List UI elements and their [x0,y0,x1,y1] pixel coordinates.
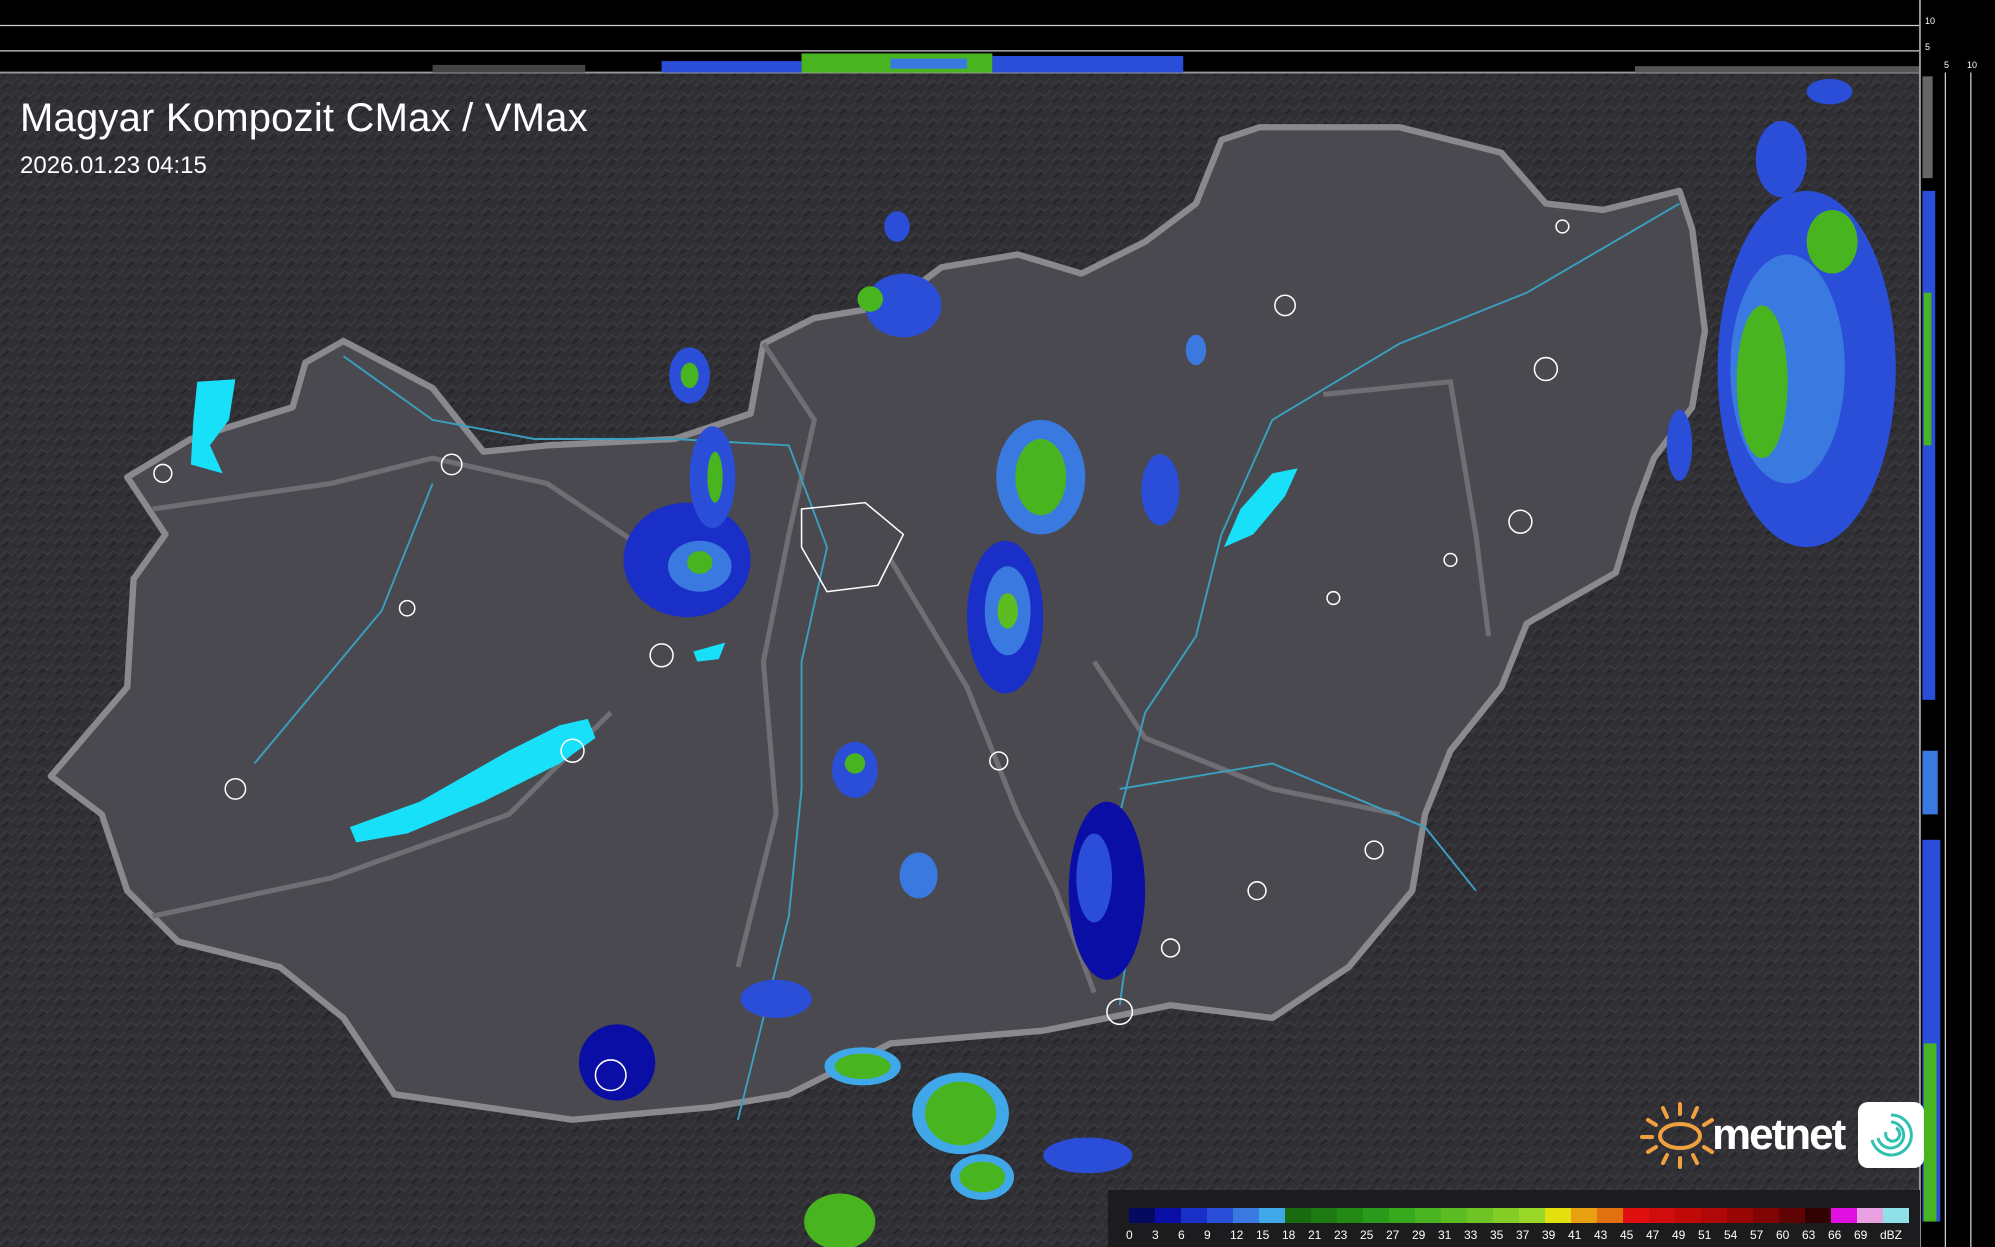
profile-right-echoes [1922,76,1941,1222]
legend-unit: dBZ [1880,1228,1903,1242]
legend-color-swatch [1155,1208,1181,1223]
legend-label: 9 [1204,1228,1211,1242]
profile-axis-label: 10 [1967,60,1978,70]
legend-label: 0 [1126,1228,1133,1242]
legend-color-swatch [1623,1208,1649,1223]
legend-label: 18 [1282,1228,1296,1242]
legend-label: 41 [1568,1228,1582,1242]
logo-text: metnet [1712,1110,1846,1159]
legend-label: 63 [1802,1228,1816,1242]
legend-color-swatch [1883,1208,1909,1223]
spiral-app-icon [1858,1102,1925,1168]
legend-color-swatch [1779,1208,1805,1223]
profile-axis-label: 5 [1944,60,1950,70]
legend-color-swatch [1545,1208,1571,1223]
legend-label: 39 [1542,1228,1556,1242]
lake-tisza [1223,468,1298,548]
legend-label: 54 [1724,1228,1738,1242]
legend-color-swatch [1311,1208,1337,1223]
legend-label: 47 [1646,1228,1660,1242]
legend-color-swatch [1493,1208,1519,1223]
legend-color-bar [1129,1208,1909,1223]
lake-balaton [349,718,596,843]
legend-color-swatch [1363,1208,1389,1223]
legend-label: 45 [1620,1228,1634,1242]
legend-color-swatch [1571,1208,1597,1223]
legend-color-swatch [1675,1208,1701,1223]
lakes [190,379,1298,843]
legend-label: 66 [1828,1228,1842,1242]
legend-color-swatch [1519,1208,1545,1223]
legend-label: 12 [1230,1228,1244,1242]
legend-color-swatch [1207,1208,1233,1223]
legend-color-swatch [1233,1208,1259,1223]
legend-color-swatch [1831,1208,1857,1223]
legend-color-swatch [1753,1208,1779,1223]
legend-label: 27 [1386,1228,1400,1242]
hungary-country-shape [47,124,1709,1123]
sun-logo-icon [1640,1102,1714,1169]
legend-color-swatch [1129,1208,1155,1223]
legend-label: 29 [1412,1228,1426,1242]
legend-color-swatch [1441,1208,1467,1223]
legend-color-swatch [1857,1208,1883,1223]
legend-label: 60 [1776,1228,1790,1242]
profile-axis-label: 5 [1925,42,1931,52]
legend-label: 3 [1152,1228,1159,1242]
lake-neusiedl [190,379,236,474]
radar-echoes [578,78,1896,1247]
legend-label: 25 [1360,1228,1374,1242]
legend-label: 31 [1438,1228,1452,1242]
legend-color-swatch [1285,1208,1311,1223]
metnet-logo: metnet [1638,1100,1925,1170]
legend-color-swatch [1727,1208,1753,1223]
legend-color-swatch [1337,1208,1363,1223]
legend-color-swatch [1805,1208,1831,1223]
legend-label: 49 [1672,1228,1686,1242]
map-timestamp: 2026.01.23 04:15 [20,152,207,179]
legend-label: 35 [1490,1228,1504,1242]
dbz-color-legend: 0 3 6 9 12 15 18 21 23 25 27 29 31 33 35 37 39 41 43 45 47 49… [1108,1190,1920,1247]
legend-color-swatch [1259,1208,1285,1223]
legend-color-swatch [1649,1208,1675,1223]
legend-label: 51 [1698,1228,1712,1242]
legend-color-swatch [1415,1208,1441,1223]
legend-label: 21 [1308,1228,1322,1242]
legend-color-swatch [1389,1208,1415,1223]
legend-label: 23 [1334,1228,1348,1242]
legend-color-swatch [1181,1208,1207,1223]
profile-top-echoes [432,53,1920,73]
legend-color-swatch [1701,1208,1727,1223]
legend-labels: 0 3 6 9 12 15 18 21 23 25 27 29 31 33 35 37 39 41 43 45 47 49… [1126,1228,1909,1242]
settlement-outlines [153,219,1570,1092]
legend-label: 43 [1594,1228,1608,1242]
map-title: Magyar Kompozit CMax / VMax [20,96,588,140]
profile-axis-label: 10 [1925,16,1936,26]
legend-label: 57 [1750,1228,1764,1242]
legend-color-swatch [1467,1208,1493,1223]
legend-label: 6 [1178,1228,1185,1242]
legend-color-swatch [1597,1208,1623,1223]
legend-label: 33 [1464,1228,1478,1242]
legend-label: 69 [1854,1228,1868,1242]
legend-label: 37 [1516,1228,1530,1242]
legend-label: 15 [1256,1228,1270,1242]
